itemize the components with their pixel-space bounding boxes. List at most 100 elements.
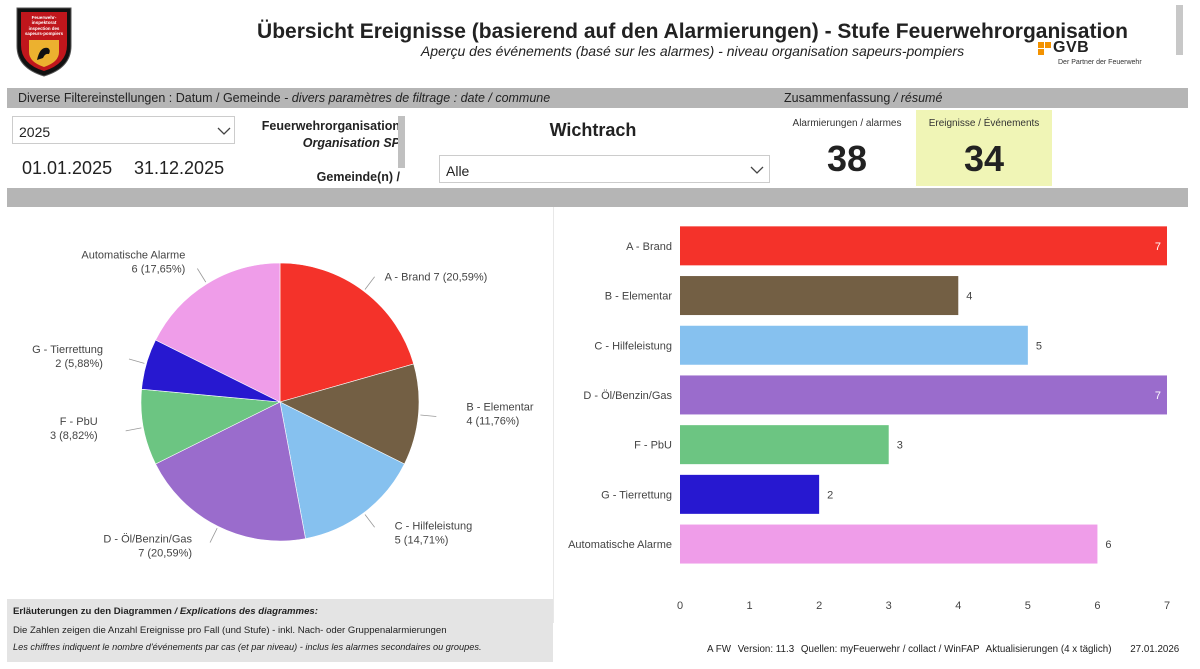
gvb-logo: GVB Der Partner der Feuerwehr [1038, 39, 1148, 70]
gvb-tagline: Der Partner der Feuerwehr [1058, 59, 1142, 66]
bar-7[interactable] [680, 524, 1098, 564]
pie-label: C - Hilfeleistung [395, 520, 473, 532]
footer-updates: Aktualisierungen (4 x täglich) [985, 644, 1112, 655]
notes-line-fr: Les chiffres indiquent le nombre d'événe… [13, 642, 482, 652]
page-subtitle: Aperçu des événements (basé sur les alar… [420, 43, 965, 59]
bar-category-label: D - Öl/Benzin/Gas [583, 390, 672, 402]
pie-label: Automatische Alarme [81, 250, 185, 262]
pie-chart-panel: A - Brand 7 (20,59%) B - Elementar 4 (11,7… [7, 207, 553, 599]
footer-sources: Quellen: myFeuerwehr / collact / WinFAP [800, 644, 980, 655]
x-tick-label: 2 [816, 600, 822, 612]
bar-3[interactable] [680, 325, 1028, 365]
notes-heading-de: Erläuterungen zu den Diagrammen [13, 606, 172, 617]
pie-slice-2[interactable] [279, 363, 420, 465]
kpi-alarms-label: Alarmierungen / alarmes [792, 118, 902, 129]
footer-date: 27.01.2026 [1130, 644, 1180, 655]
bar-6[interactable] [680, 474, 820, 514]
pie-value-label: 2 (5,88%) [55, 358, 103, 370]
org-value: Wichtrach [549, 120, 637, 140]
pie-value-label: 6 (17,65%) [132, 264, 186, 276]
kpi-alarms-value: 38 [826, 138, 868, 179]
filter-label-fr: - divers paramètres de filtrage : date /… [284, 91, 551, 105]
chevron-down-icon[interactable] [750, 166, 764, 174]
org-label: Feuerwehrorganisation Organisation SP [242, 118, 400, 152]
pie-leader-line [364, 514, 375, 528]
pie-slice-1[interactable] [279, 262, 415, 403]
notes-heading: Erläuterungen zu den Diagrammen / Explic… [13, 606, 318, 617]
pie-slice-7[interactable] [155, 262, 281, 403]
pie-value-label: 4 (11,76%) [466, 415, 519, 427]
pie-leader-line [209, 528, 218, 543]
x-tick-label: 3 [886, 600, 892, 612]
pie-label: F - PbU [60, 416, 98, 428]
org-label-fr: Organisation SP [302, 136, 400, 150]
footer-app: A FW [707, 644, 731, 655]
bar-2[interactable] [680, 276, 959, 316]
pie-leader-line [128, 358, 145, 364]
section-separator-bar [7, 188, 1188, 207]
pie-value-label: 7 (20,59%) [138, 548, 192, 560]
pie-slice-3[interactable] [279, 401, 405, 539]
bar-chart-panel: A - Brand 7 B - Elementar 4 C - Hilfeleistun… [553, 207, 1189, 623]
pie-value-label: 5 (14,71%) [395, 534, 449, 546]
bar-category-label: A - Brand [626, 241, 672, 253]
pie-slice-4[interactable] [155, 401, 306, 542]
bar-value-label: 3 [897, 440, 903, 452]
pie-chart[interactable]: A - Brand 7 (20,59%) B - Elementar 4 (11,7… [7, 207, 553, 599]
municipality-dropdown-value: Alle [446, 163, 470, 179]
org-label-de: Feuerwehrorganisation [261, 119, 400, 133]
x-tick-label: 5 [1025, 600, 1031, 612]
bar-value-label: 7 [1155, 390, 1161, 402]
date-end[interactable]: 31.12.2025 [134, 158, 225, 178]
pie-label: D - Öl/Benzin/Gas [103, 534, 192, 546]
crest-text-4: sapeurs-pompiers [25, 31, 64, 36]
date-start[interactable]: 01.01.2025 [22, 158, 113, 178]
pie-leader-line [125, 427, 142, 432]
filter-bar-label: Diverse Filtereinstellungen : Datum / Ge… [18, 91, 550, 105]
bar-5[interactable] [680, 425, 889, 465]
bar-category-label: Automatische Alarme [568, 539, 672, 551]
summary-bar-label: Zusammenfassung / résumé [784, 91, 942, 105]
page-title: Übersicht Ereignisse (basierend auf den … [257, 20, 1128, 43]
summary-label-de: Zusammenfassung [784, 91, 891, 105]
pie-label: B - Elementar [466, 401, 534, 413]
pie-label: A - Brand 7 (20,59%) [385, 272, 488, 284]
crest-text-2: inspektorat [32, 20, 57, 25]
bar-chart[interactable]: A - Brand 7 B - Elementar 4 C - Hilfeleistun… [554, 207, 1189, 623]
chevron-down-icon[interactable] [217, 127, 231, 135]
pie-label: G - Tierrettung [32, 344, 103, 356]
bar-category-label: F - PbU [634, 440, 672, 452]
x-tick-label: 7 [1164, 600, 1170, 612]
municipality-dropdown[interactable]: Alle [439, 155, 770, 183]
bar-value-label: 7 [1155, 241, 1161, 253]
footer-version: Version: 11.3 [737, 644, 795, 655]
notes-heading-fr: / Explications des diagrammes: [174, 606, 318, 617]
summary-label-fr: / résumé [893, 91, 943, 105]
filter-panel-scrollbar[interactable] [398, 116, 405, 168]
filter-label-de: Diverse Filtereinstellungen : Datum / Ge… [18, 91, 281, 105]
gvb-wordmark: GVB [1053, 39, 1090, 56]
year-dropdown[interactable]: 2025 [12, 116, 235, 144]
bar-category-label: B - Elementar [605, 291, 673, 303]
pie-value-label: 3 (8,82%) [50, 430, 98, 442]
filter-header-bar [7, 88, 1188, 108]
crest-text-3: inspection des [29, 26, 60, 31]
crest-text-1: Feuerwehr- [32, 15, 57, 20]
kpi-events-label: Ereignisse / Événements [928, 118, 1040, 129]
chart-notes: Erläuterungen zu den Diagrammen / Explic… [7, 599, 553, 662]
notes-line-de: Die Zahlen zeigen die Anzahl Ereignisse … [13, 625, 447, 636]
x-tick-label: 6 [1094, 600, 1100, 612]
pie-leader-line [197, 268, 207, 283]
scrollbar-thumb[interactable] [1176, 5, 1183, 55]
year-dropdown-value: 2025 [19, 124, 51, 140]
x-tick-label: 1 [747, 600, 753, 612]
bar-value-label: 4 [966, 291, 972, 303]
footer: A FW Version: 11.3 Quellen: myFeuerwehr … [707, 644, 1179, 655]
bar-category-label: C - Hilfeleistung [594, 340, 672, 352]
bar-1[interactable] [680, 226, 1167, 266]
municipality-label: Gemeinde(n) / [316, 170, 400, 184]
pie-leader-line [364, 276, 375, 290]
kpi-card-events: Ereignisse / Événements 34 [916, 110, 1052, 186]
bar-4[interactable] [680, 375, 1167, 415]
x-tick-label: 4 [955, 600, 961, 612]
